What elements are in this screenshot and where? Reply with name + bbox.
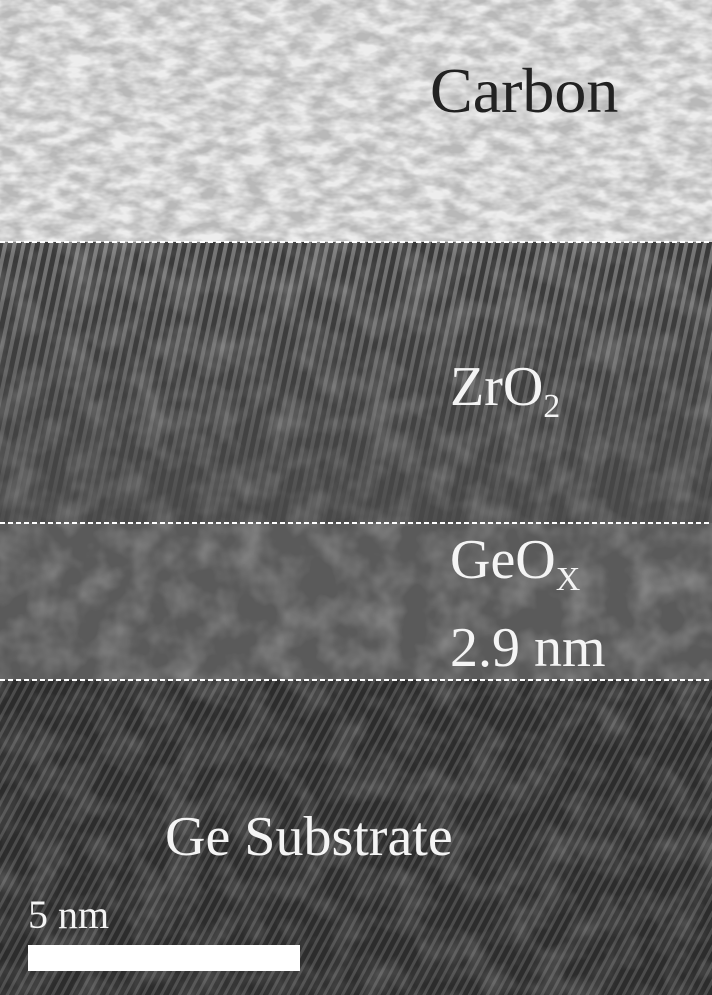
carbon-label: Carbon: [430, 55, 618, 126]
micrograph: Carbon ZrO2 GeOX 2.9 nm Ge Substrate 5 n…: [0, 0, 712, 995]
zro2-texture: [0, 242, 712, 523]
substrate-label: Ge Substrate: [165, 806, 453, 868]
geox-base: GeO: [450, 529, 556, 591]
zro2-sub: 2: [543, 388, 560, 425]
scale-bar-label: 5 nm: [28, 892, 109, 937]
geox-thickness: 2.9 nm: [450, 617, 606, 679]
zro2-base: ZrO: [450, 356, 543, 418]
page: Carbon ZrO2 GeOX 2.9 nm Ge Substrate 5 n…: [0, 0, 712, 995]
geox-sub: X: [556, 561, 581, 598]
scale-bar: [28, 945, 300, 971]
